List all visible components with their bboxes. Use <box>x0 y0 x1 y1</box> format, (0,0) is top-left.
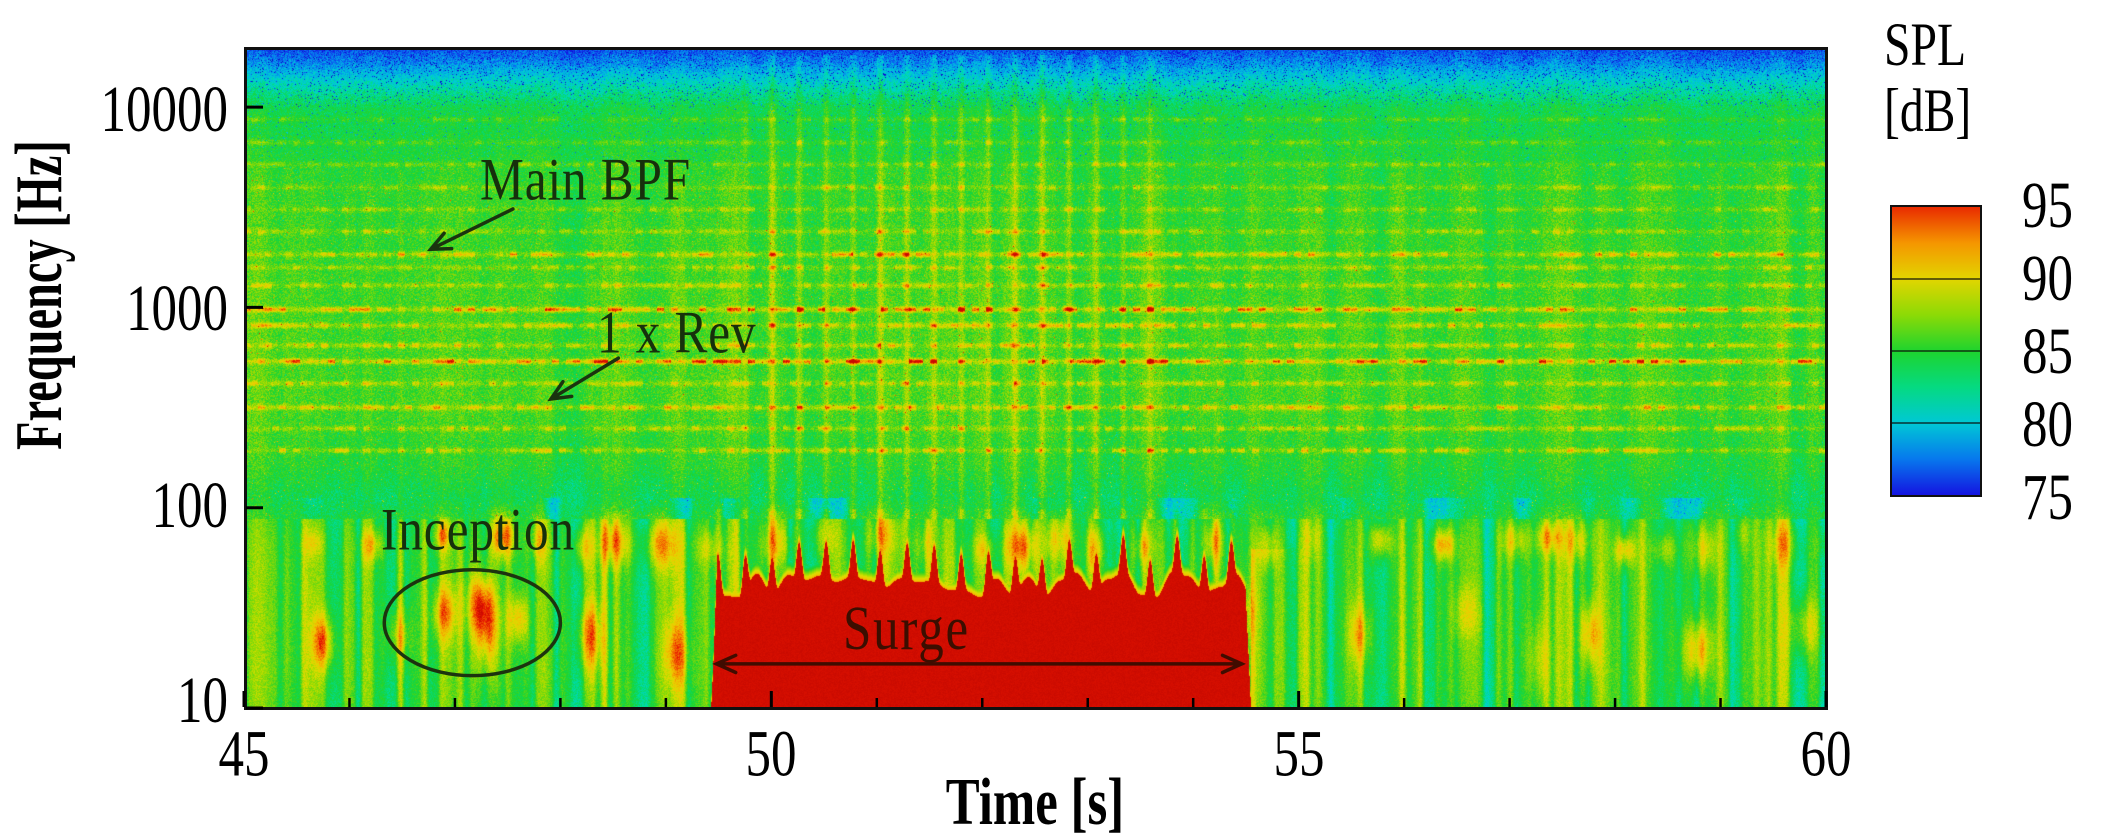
colorbar-tick-75: 75 <box>2022 460 2073 534</box>
colorbar-title-line2: [dB] <box>1884 76 1972 146</box>
annotation-inception: Inception <box>381 496 576 564</box>
colorbar-segment-line <box>1892 350 1980 352</box>
colorbar-segment-line <box>1892 422 1980 424</box>
x-tick-label-45: 45 <box>218 717 270 790</box>
x-tick-label-55: 55 <box>1273 717 1325 790</box>
y-tick-label-1000: 1000 <box>126 271 228 345</box>
colorbar-tick-85: 85 <box>2022 314 2073 388</box>
y-tick-label-10: 10 <box>177 663 228 737</box>
colorbar-title-line1: SPL <box>1884 10 1967 80</box>
colorbar-tick-80: 80 <box>2022 387 2073 461</box>
x-tick-label-60: 60 <box>1800 717 1852 790</box>
x-tick-label-50: 50 <box>745 717 797 790</box>
colorbar-tick-90: 90 <box>2022 241 2073 315</box>
colorbar-title: SPL [dB] <box>1884 12 2020 144</box>
colorbar-tick-95: 95 <box>2022 168 2073 242</box>
x-axis-title: Time [s] <box>945 765 1125 833</box>
annotation-main-bpf: Main BPF <box>480 146 692 214</box>
y-tick-label-100: 100 <box>151 468 229 542</box>
y-tick-label-10000: 10000 <box>100 72 229 146</box>
colorbar <box>1890 205 1982 497</box>
annotation-1x-rev: 1 x Rev <box>597 299 757 367</box>
annotation-surge: Surge <box>843 592 970 663</box>
colorbar-segment-line <box>1892 278 1980 280</box>
